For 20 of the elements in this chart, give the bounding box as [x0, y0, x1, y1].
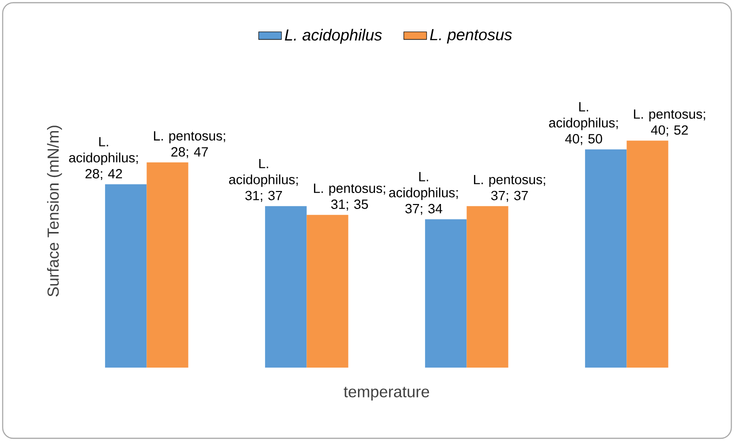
bar	[626, 140, 668, 368]
data-label: L. pentosus; 31; 35	[314, 184, 386, 211]
data-label: L. acidophilus; 37; 34	[389, 172, 458, 215]
bar	[466, 206, 508, 368]
bar	[306, 214, 348, 368]
bar	[265, 206, 307, 368]
x-axis-title: temperature	[344, 386, 430, 401]
data-label: L. acidophilus; 28; 42	[69, 137, 138, 180]
bar	[425, 219, 467, 368]
bar	[585, 149, 627, 368]
data-label: L. acidophilus; 31; 37	[229, 158, 298, 202]
legend-label: L. acidophilus	[284, 28, 382, 44]
data-label: L. acidophilus; 40; 50	[549, 102, 618, 146]
bar	[105, 184, 147, 368]
data-label: L. pentosus; 37; 37	[474, 174, 546, 202]
bar	[146, 162, 188, 368]
legend-label: L. pentosus	[430, 29, 512, 44]
y-axis-title: Surface Tension (mN/m)	[47, 126, 62, 296]
data-label: L. pentosus; 40; 52	[634, 109, 706, 136]
data-label: L. pentosus; 28; 47	[154, 131, 226, 158]
